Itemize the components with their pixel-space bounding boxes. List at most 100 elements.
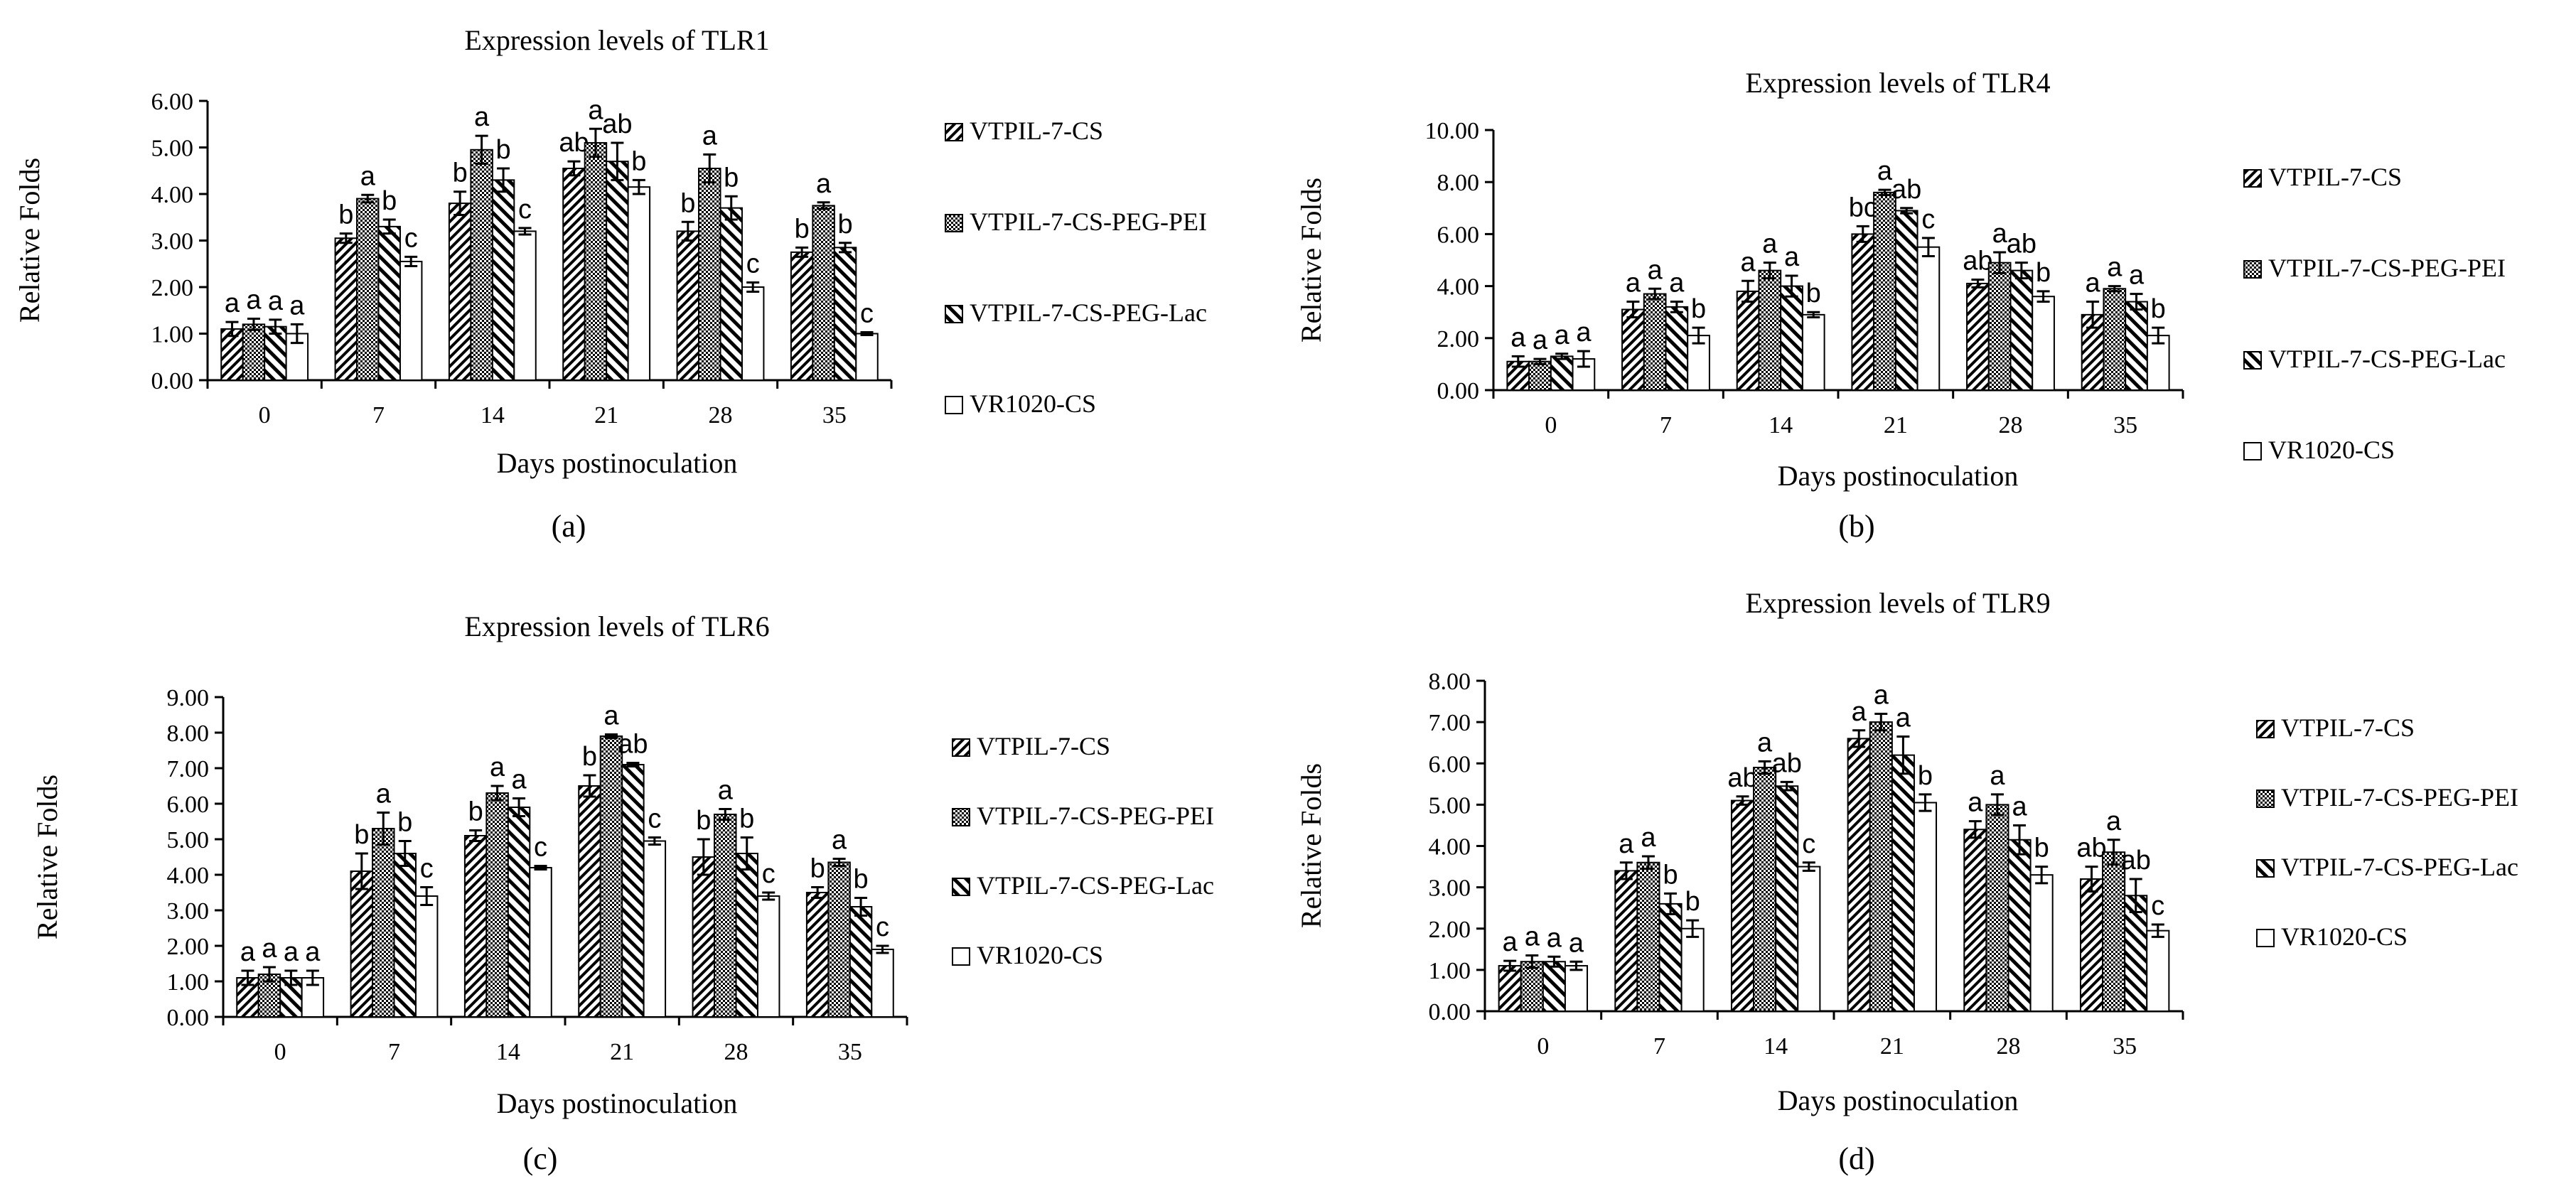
error-bar: [377, 812, 390, 846]
significance-letter: b: [1806, 279, 1821, 308]
error-bar: [795, 246, 809, 258]
legend-label: VR1020-CS: [2281, 922, 2408, 951]
error-bar: [1990, 793, 2004, 817]
error-bar: [1736, 795, 1749, 806]
legend-label: VR1020-CS: [2268, 436, 2395, 464]
x-tick-label: 21: [610, 1039, 634, 1065]
chart-panel-3: Expression levels of TLR9 0.00 1.00 2.00 3.0…: [1295, 587, 2518, 1176]
error-bar: [1918, 793, 1932, 812]
y-tick-label: 2.00: [167, 934, 210, 960]
legend-label: VTPIL-7-CS-PEG-Lac: [2268, 345, 2506, 373]
error-bar: [681, 220, 694, 242]
panel-caption: (d): [1838, 1141, 1874, 1176]
error-bar: [247, 318, 260, 331]
bar-vtpil-7-cs-peg-lac-0: [1542, 961, 1566, 1012]
error-bar: [2152, 326, 2165, 345]
error-bar: [724, 195, 738, 221]
bar-vtpil-7-cs-peg-lac-7: [1665, 306, 1689, 392]
significance-letter: ab: [2076, 834, 2106, 863]
error-bar: [2108, 285, 2121, 293]
chart-title: Expression levels of TLR1: [464, 24, 769, 56]
legend-label: VTPIL-7-CS: [2268, 163, 2402, 191]
significance-letter: a: [1576, 318, 1592, 347]
significance-letter: b: [397, 808, 412, 838]
x-axis-label: Days postinoculation: [497, 447, 738, 479]
panel-caption: (c): [523, 1141, 558, 1176]
significance-letter: a: [240, 937, 256, 967]
significance-letter: a: [816, 169, 832, 199]
bar-vr1020-cs-7: [399, 260, 423, 381]
bar-vr1020-cs-14: [1801, 313, 1825, 391]
error-bar: [746, 281, 760, 293]
bar-vtpil-7-cs-7: [1614, 870, 1638, 1012]
significance-letter: c: [762, 859, 776, 889]
error-bar: [632, 178, 645, 195]
error-bar: [1763, 262, 1776, 280]
significance-letter: a: [1648, 255, 1663, 285]
y-axis-label: Relative Folds: [14, 158, 45, 323]
bar-vr1020-cs-21: [1916, 246, 1941, 392]
error-bar: [1547, 955, 1561, 968]
bar-vtpil-7-cs-peg-lac-21: [621, 764, 645, 1018]
bar-vtpil-7-cs-14: [1736, 290, 1760, 392]
legend-label: VTPIL-7-CS-PEG-Lac: [977, 871, 1214, 900]
error-bar: [626, 762, 640, 767]
error-bar: [611, 141, 624, 181]
error-bar: [648, 836, 661, 846]
y-tick-label: 2.00: [1437, 326, 1480, 352]
significance-letter: c: [860, 299, 874, 329]
significance-letter: b: [680, 188, 695, 218]
y-tick-label: 9.00: [167, 685, 210, 711]
significance-letter: a: [2129, 261, 2145, 291]
error-bar: [567, 160, 581, 177]
significance-letter: b: [468, 797, 483, 827]
significance-letter: a: [1874, 681, 1889, 711]
significance-letter: a: [1741, 247, 1756, 277]
error-bar: [1921, 237, 1935, 258]
significance-letter: a: [490, 753, 505, 782]
error-bar: [2107, 839, 2120, 866]
error-bar: [762, 891, 776, 901]
significance-letter: a: [1852, 697, 1867, 727]
bar-vtpil-7-cs-peg-lac-7: [1658, 902, 1683, 1012]
bar-vtpil-7-cs-peg-pei-7: [356, 198, 380, 381]
significance-letter: a: [360, 161, 376, 191]
x-axis-label: Days postinoculation: [1778, 460, 2019, 492]
y-tick-label: 5.00: [151, 136, 194, 162]
significance-letter: b: [631, 146, 646, 176]
legend-label: VTPIL-7-CS-PEG-Lac: [2281, 853, 2518, 881]
bar-vtpil-7-cs-peg-lac-35: [849, 906, 873, 1018]
significance-letter: a: [2086, 269, 2101, 298]
legend-swatch: [952, 808, 970, 826]
error-bar: [1742, 279, 1755, 303]
significance-letter: a: [1757, 728, 1773, 758]
significance-letter: c: [404, 223, 418, 253]
significance-letter: a: [1569, 928, 1584, 958]
y-tick-label: 4.00: [151, 182, 194, 208]
significance-letter: ab: [618, 730, 648, 760]
significance-letter: c: [2151, 891, 2164, 921]
error-bar: [518, 227, 532, 236]
bar-vtpil-7-cs-peg-lac-28: [2009, 269, 2034, 392]
y-tick-label: 1.00: [151, 322, 194, 348]
legend-swatch: [2243, 442, 2262, 460]
error-bar: [1619, 861, 1633, 880]
chart-title: Expression levels of TLR9: [1745, 587, 2050, 619]
legend-swatch: [2256, 720, 2275, 738]
bar-vtpil-7-cs-21: [1847, 738, 1871, 1012]
significance-letter: a: [1525, 922, 1540, 952]
significance-letter: b: [354, 820, 369, 850]
significance-letter: bc: [1849, 193, 1877, 222]
error-bar: [454, 190, 467, 216]
error-bar: [469, 829, 483, 842]
significance-letter: c: [534, 833, 547, 863]
y-tick-label: 5.00: [167, 827, 210, 853]
y-axis-label: Relative Folds: [1295, 178, 1327, 343]
error-bar: [306, 969, 319, 986]
significance-letter: a: [702, 121, 718, 151]
significance-letter: ab: [2007, 230, 2036, 259]
x-tick-label: 35: [2113, 412, 2137, 438]
error-bar: [1503, 959, 1517, 972]
significance-letter: a: [1877, 156, 1893, 186]
